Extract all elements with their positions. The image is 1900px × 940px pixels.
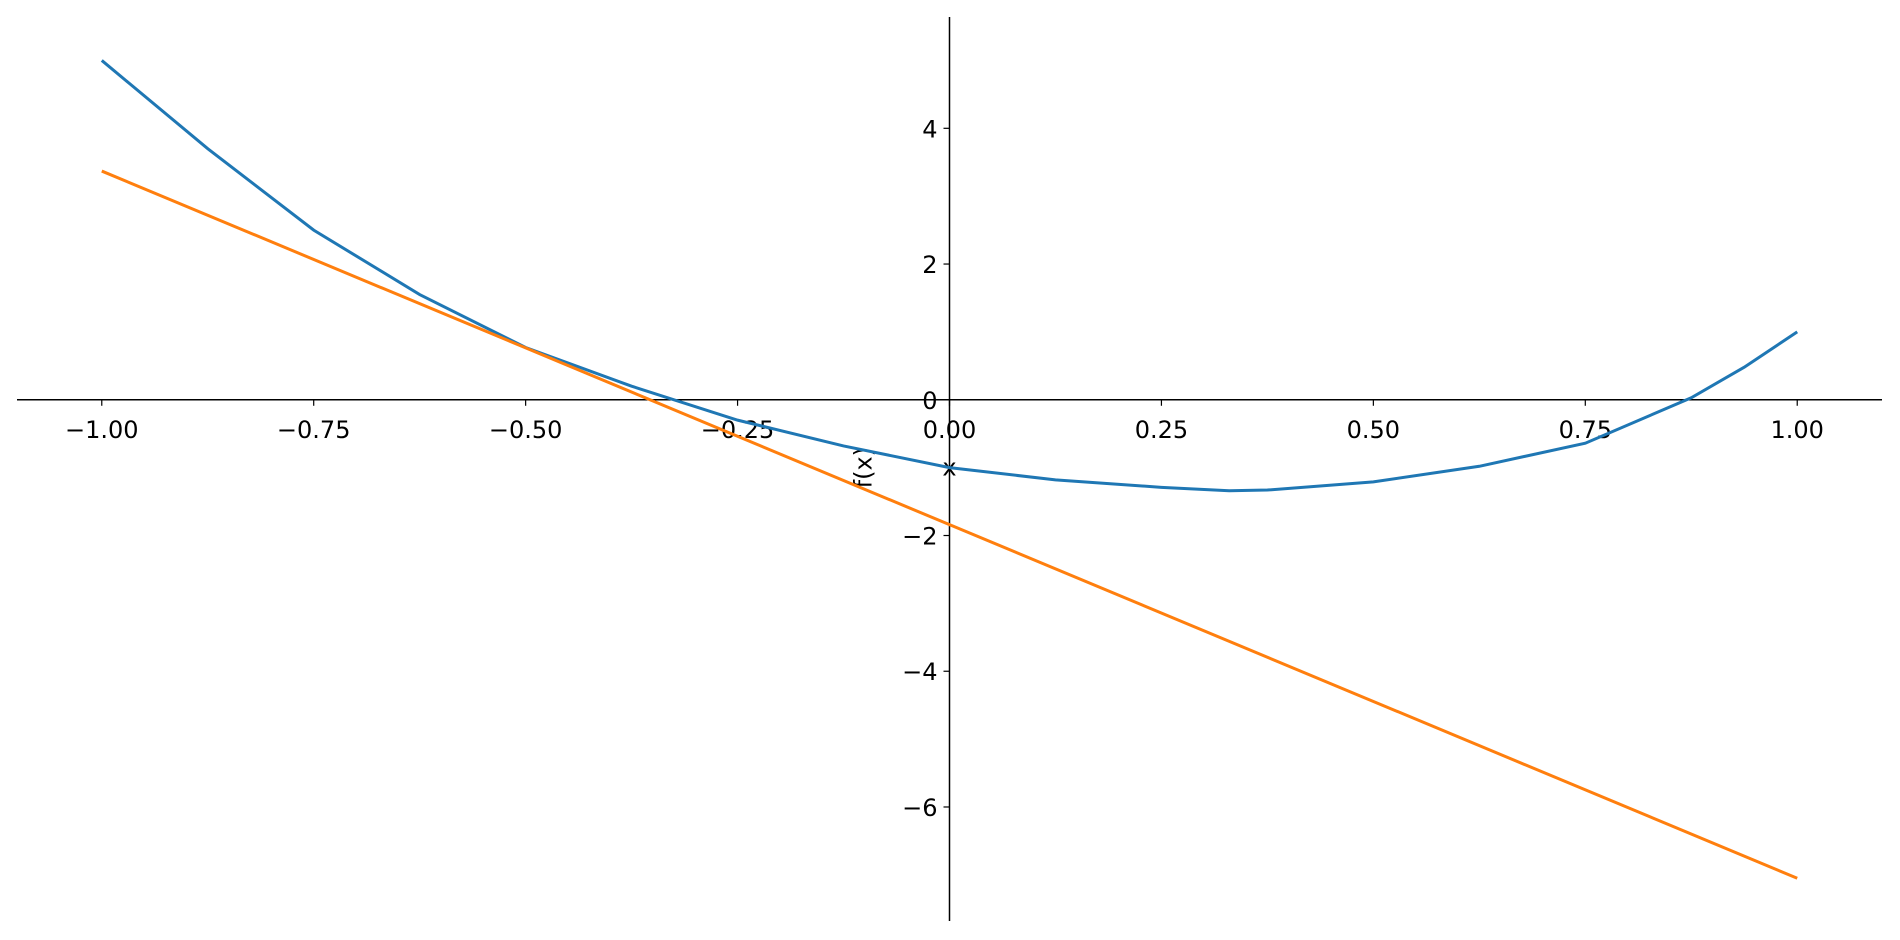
x-tick-label: 0.50: [1347, 416, 1400, 444]
x-tick-label: 1.00: [1771, 416, 1824, 444]
data-line: [100, 59, 1799, 493]
y-tick-label: 0: [922, 387, 937, 415]
x-tick-label: 0.00: [923, 416, 976, 444]
x-tick-label: −0.75: [277, 416, 351, 444]
data-line: [101, 169, 1798, 880]
y-axis-label: f(x): [850, 447, 878, 488]
y-tick-label: 4: [922, 115, 937, 143]
y-tick-label: 2: [922, 251, 937, 279]
x-tick-label: 0.25: [1135, 416, 1188, 444]
y-tick-label: −4: [902, 658, 937, 686]
y-tick-label: −2: [902, 523, 937, 551]
x-tick-label: 0.75: [1559, 416, 1612, 444]
x-tick-label: −1.00: [65, 416, 139, 444]
y-tick-label: −6: [902, 794, 937, 822]
x-tick-label: −0.50: [489, 416, 563, 444]
